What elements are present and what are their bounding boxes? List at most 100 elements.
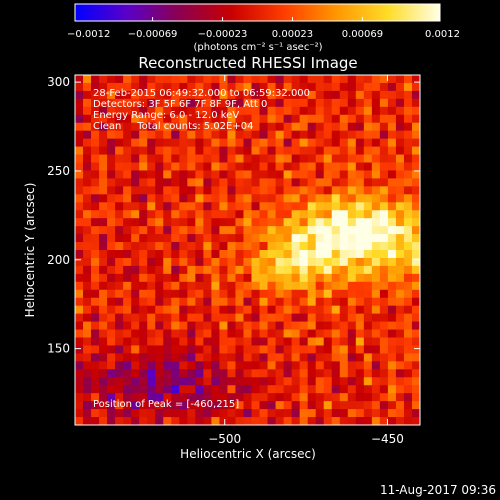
colorbar-unit-label: (photons cm⁻² s⁻¹ asec⁻²)	[193, 42, 322, 53]
heatmap-cell	[387, 202, 397, 211]
heatmap-cell	[411, 138, 421, 147]
heatmap-cell	[115, 210, 124, 219]
heatmap-cell	[195, 265, 204, 275]
heatmap-cell	[243, 98, 252, 108]
heatmap-cell	[411, 385, 421, 394]
heatmap-cell	[107, 154, 116, 163]
heatmap-cell	[139, 329, 148, 338]
heatmap-cell	[259, 361, 268, 370]
heatmap-cell	[379, 82, 389, 92]
heatmap-cell	[107, 273, 116, 283]
heatmap-cell	[155, 369, 164, 378]
heatmap-cell	[235, 154, 244, 163]
heatmap-cell	[107, 361, 116, 370]
heatmap-cell	[291, 226, 301, 235]
heatmap-cell	[403, 257, 413, 267]
heatmap-cell	[267, 202, 276, 211]
heatmap-cell	[179, 305, 188, 315]
heatmap-cell	[179, 82, 188, 92]
heatmap-cell	[179, 337, 188, 346]
heatmap-cell	[227, 393, 236, 402]
heatmap-cell	[115, 401, 124, 410]
heatmap-cell	[171, 409, 180, 418]
heatmap-cell	[83, 329, 92, 338]
heatmap-cell	[163, 393, 172, 402]
heatmap-cell	[283, 210, 293, 219]
heatmap-cell	[283, 321, 293, 330]
heatmap-cell	[227, 313, 236, 322]
heatmap-cell	[235, 369, 244, 378]
heatmap-cell	[147, 313, 156, 322]
heatmap-cell	[227, 138, 236, 147]
heatmap-cell	[347, 122, 357, 132]
heatmap-cell	[107, 281, 116, 291]
heatmap-cell	[395, 202, 405, 211]
heatmap-cell	[395, 401, 405, 410]
heatmap-cell	[235, 377, 244, 386]
heatmap-cell	[83, 273, 92, 283]
heatmap-cell	[91, 289, 100, 299]
heatmap-cell	[195, 345, 204, 354]
heatmap-cell	[243, 226, 252, 235]
heatmap-cell	[107, 218, 116, 227]
heatmap-cell	[387, 162, 397, 171]
heatmap-cell	[315, 138, 325, 147]
heatmap-cell	[147, 305, 156, 315]
heatmap-cell	[307, 186, 317, 195]
heatmap-cell	[259, 106, 268, 116]
heatmap-cell	[171, 170, 180, 179]
heatmap-cell	[227, 186, 236, 195]
heatmap-cell	[395, 305, 405, 315]
heatmap-cell	[355, 106, 365, 116]
heatmap-cell	[355, 162, 365, 171]
heatmap-cell	[131, 106, 140, 116]
heatmap-cell	[395, 154, 405, 163]
heatmap-cell	[259, 337, 268, 346]
heatmap-cell	[179, 122, 188, 132]
heatmap-cell	[387, 369, 397, 378]
heatmap-cell	[379, 146, 389, 155]
heatmap-cell	[387, 178, 397, 187]
heatmap-cell	[307, 234, 317, 243]
heatmap-cell	[91, 369, 100, 378]
heatmap-cell	[275, 242, 285, 251]
heatmap-cell	[219, 98, 228, 108]
heatmap-cell	[211, 194, 220, 203]
heatmap-cell	[211, 281, 220, 291]
heatmap-cell	[75, 305, 84, 315]
heatmap-cell	[179, 130, 188, 140]
heatmap-cell	[403, 361, 413, 370]
heatmap-cell	[307, 90, 317, 100]
heatmap-cell	[187, 361, 196, 370]
heatmap-cell	[203, 353, 212, 362]
heatmap-cell	[107, 385, 116, 394]
heatmap-cell	[291, 273, 301, 283]
heatmap-cell	[307, 385, 317, 394]
heatmap-cell	[315, 178, 325, 187]
heatmap-cell	[283, 305, 293, 315]
heatmap-cell	[75, 90, 84, 100]
heatmap-cell	[83, 257, 92, 267]
heatmap-cell	[411, 377, 421, 386]
heatmap-cell	[379, 130, 389, 140]
heatmap-cell	[107, 250, 116, 259]
heatmap-cell	[371, 401, 381, 410]
heatmap-cell	[251, 401, 260, 410]
heatmap-cell	[411, 234, 421, 243]
heatmap-cell	[203, 393, 212, 402]
heatmap-cell	[75, 194, 84, 203]
heatmap-cell	[75, 106, 84, 116]
heatmap-cell	[275, 186, 285, 195]
colorbar-gradient	[74, 3, 441, 22]
heatmap-cell	[99, 289, 108, 299]
heatmap-cell	[115, 242, 124, 251]
heatmap-cell	[115, 353, 124, 362]
heatmap-cell	[299, 98, 309, 108]
heatmap-cell	[155, 305, 164, 315]
heatmap-cell	[363, 122, 373, 132]
heatmap-cell	[411, 337, 421, 346]
heatmap-cell	[187, 234, 196, 243]
heatmap-cell	[315, 417, 325, 426]
heatmap-cell	[131, 361, 140, 370]
heatmap-cell	[235, 90, 244, 100]
